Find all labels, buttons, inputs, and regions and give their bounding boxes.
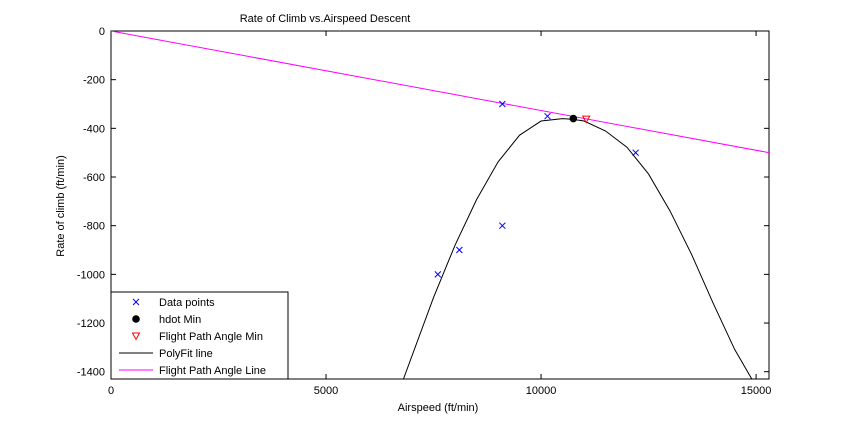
series-markers (434, 100, 640, 278)
data-point (544, 112, 551, 120)
legend: Data points hdot Min Flight Path Angle Min… (110, 291, 289, 380)
chart-title: Rate of Climb vs.Airspeed Descent (240, 13, 411, 25)
data-point (581, 115, 591, 124)
data-point (499, 100, 506, 108)
y-tick-label: -400 (83, 123, 105, 135)
legend-box (110, 291, 289, 380)
legend-swatch-data-points (132, 298, 140, 306)
x-tick-label: 0 (108, 385, 114, 397)
x-tick-label: 5000 (314, 385, 338, 397)
data-point (499, 222, 506, 230)
legend-label-flight-path-angle-min: Flight Path Angle Min (159, 331, 263, 343)
y-tick-label: -1000 (77, 269, 105, 281)
x-tick-label: 10000 (526, 385, 557, 397)
data-point (455, 246, 463, 254)
legend-label-polyfit-line: PolyFit line (159, 348, 213, 360)
axis-ticks: 0 5000 10000 15000 0 -200 -400 -600 -800 -1000 -12… (77, 26, 772, 397)
legend-label-hdot-min: hdot Min (159, 314, 201, 326)
y-tick-label: -1200 (77, 318, 105, 330)
data-point (632, 149, 640, 157)
legend-label-flight-path-angle-line: Flight Path Angle Line (159, 365, 266, 377)
legend-label-data-points: Data points (159, 297, 215, 309)
y-tick-label: -1400 (77, 367, 105, 379)
legend-swatch-hdot-min (132, 315, 140, 323)
series-lines (111, 31, 769, 379)
y-tick-label: -600 (83, 172, 105, 184)
y-tick-label: 0 (99, 26, 105, 38)
series-line-flight-path-angle-line (111, 31, 769, 154)
y-tick-label: -200 (83, 75, 105, 87)
y-tick-label: -800 (83, 221, 105, 233)
data-point (569, 114, 578, 123)
x-tick-label: 15000 (741, 385, 772, 397)
series-line-polyfit-line (402, 118, 753, 379)
x-axis-label: Airspeed (ft/min) (398, 402, 479, 414)
legend-swatch-flight-path-angle-min (131, 332, 141, 341)
y-axis-label: Rate of climb (ft/min) (55, 155, 67, 256)
data-point (434, 271, 442, 278)
